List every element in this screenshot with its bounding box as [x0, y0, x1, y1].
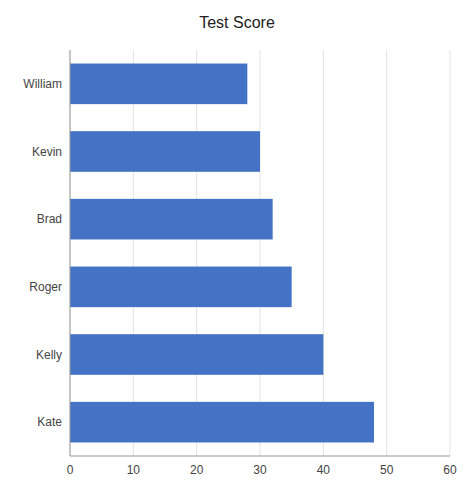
bar: [70, 131, 260, 172]
grid: [70, 50, 450, 456]
category-label: Brad: [37, 212, 62, 226]
bar: [70, 267, 292, 308]
tick-label: 40: [317, 463, 331, 477]
category-label: Kelly: [36, 348, 62, 362]
grid-line: [133, 50, 134, 456]
tick-label: 0: [67, 463, 74, 477]
bars: [70, 64, 374, 443]
tick-label: 60: [443, 463, 457, 477]
bar: [70, 402, 374, 443]
bar: [70, 199, 273, 240]
grid-line: [196, 50, 197, 456]
grid-line: [386, 50, 387, 456]
grid-line: [70, 50, 71, 456]
tick-label: 10: [127, 463, 141, 477]
category-label: Roger: [29, 280, 62, 294]
chart-svg: Test Score 0 10 20 30 40 50 60 Kate Kelly Roger Bra…: [0, 0, 474, 496]
category-axis-line: [70, 50, 71, 456]
category-axis: Kate Kelly Roger Brad Kevin William: [23, 77, 62, 429]
tick-label: 20: [190, 463, 204, 477]
grid-line: [260, 50, 261, 456]
bar: [70, 334, 323, 375]
grid-line: [323, 50, 324, 456]
category-label: Kate: [37, 415, 62, 429]
category-label: William: [23, 77, 62, 91]
tick-label: 50: [380, 463, 394, 477]
value-axis-line: [70, 456, 450, 457]
grid-line: [450, 50, 451, 456]
category-label: Kevin: [32, 145, 62, 159]
tick-label: 30: [253, 463, 267, 477]
value-axis-ticks: 0 10 20 30 40 50 60: [67, 463, 457, 477]
bar: [70, 64, 247, 105]
chart-title: Test Score: [199, 14, 275, 31]
chart-container: Test Score 0 10 20 30 40 50 60 Kate Kelly Roger Bra…: [0, 0, 474, 496]
